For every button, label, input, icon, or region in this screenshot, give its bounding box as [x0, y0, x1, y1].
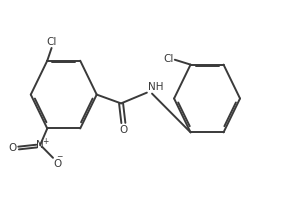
Text: NH: NH — [148, 82, 164, 92]
Text: O: O — [54, 159, 62, 169]
Text: +: + — [42, 138, 48, 146]
Text: Cl: Cl — [46, 37, 57, 47]
Text: −: − — [56, 152, 62, 161]
Text: N: N — [36, 140, 44, 150]
Text: Cl: Cl — [163, 54, 173, 64]
Text: O: O — [119, 125, 128, 135]
Text: O: O — [8, 143, 16, 153]
